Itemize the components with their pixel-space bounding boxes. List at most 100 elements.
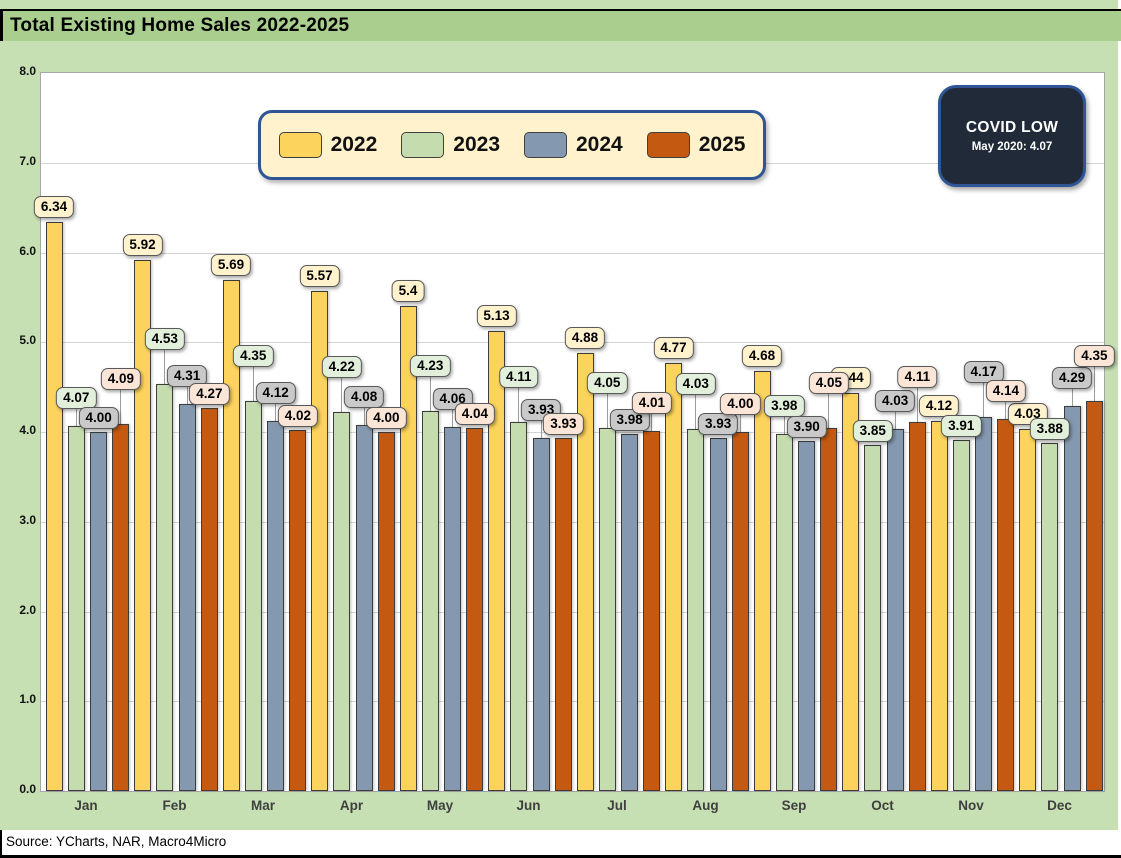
legend-label-2024: 2024 — [576, 133, 623, 156]
bar-2023-oct — [864, 445, 882, 791]
bar-2022-feb — [134, 259, 151, 791]
y-tick: 2.0 — [19, 602, 36, 617]
legend-swatch-2024 — [524, 132, 567, 158]
bar-2022-jan — [45, 222, 63, 791]
covid-low-title: COVID LOW — [965, 119, 1059, 136]
bar-2022-oct — [842, 392, 859, 791]
bar-2024-dec — [1063, 405, 1081, 791]
legend: 2022 2023 2024 2025 — [258, 110, 766, 180]
gridline — [41, 611, 1104, 613]
legend-swatch-2023 — [401, 132, 445, 158]
bar-2024-jul — [621, 433, 639, 791]
gridline — [41, 701, 1104, 703]
value-label-2023-apr: 4.22 — [321, 356, 362, 379]
bar-2023-feb — [156, 384, 174, 791]
label-leader — [739, 415, 741, 432]
legend-label-2025: 2025 — [698, 133, 746, 156]
value-label-2023-feb: 4.53 — [144, 328, 185, 351]
bar-2025-jul — [643, 431, 661, 791]
source-note-text: Source: YCharts, NAR, Macro4Micro — [6, 834, 227, 849]
bar-2023-aug — [687, 429, 705, 791]
value-label-2024-jan: 4.00 — [78, 407, 119, 429]
plot-area: 6.34 4.07 4.00 4.09 5.92 4.53 4.31 4.27 5.69 4.35… — [33, 72, 1115, 792]
bar-2024-feb — [178, 404, 196, 791]
value-label-2022-jul: 4.88 — [564, 327, 606, 350]
value-label-2022-apr: 5.57 — [299, 265, 340, 288]
bar-2022-nov — [930, 421, 948, 791]
label-leader — [916, 388, 918, 423]
label-leader — [341, 378, 343, 413]
gridline — [41, 252, 1104, 254]
bar-2025-may — [466, 428, 484, 791]
bar-2025-dec — [1085, 400, 1103, 791]
value-label-2023-aug: 4.03 — [675, 373, 716, 396]
bar-2023-sep — [775, 433, 793, 791]
x-tick-feb: Feb — [162, 798, 187, 813]
bar-2022-sep — [753, 370, 771, 791]
gridline — [41, 521, 1104, 523]
label-leader — [1093, 366, 1095, 401]
x-tick-apr: Apr — [339, 798, 364, 813]
bar-2024-jan — [90, 432, 108, 791]
bar-2023-jan — [67, 425, 85, 791]
value-label-2025-apr: 4.00 — [366, 407, 407, 429]
bar-2022-mar — [222, 280, 240, 791]
value-label-2025-dec: 4.35 — [1074, 344, 1115, 367]
y-tick: 8.0 — [19, 64, 36, 78]
value-label-2024-sep: 3.90 — [786, 415, 827, 438]
value-label-2023-may: 4.23 — [410, 355, 451, 378]
label-leader — [252, 366, 254, 401]
bar-2024-mar — [267, 421, 285, 791]
covid-low-subtitle: May 2020: 4.07 — [971, 141, 1053, 153]
value-label-2024-oct: 4.03 — [874, 390, 916, 413]
bar-2025-aug — [731, 432, 749, 791]
bar-2024-jun — [532, 438, 550, 791]
label-leader — [75, 408, 77, 426]
y-tick: 6.0 — [19, 243, 36, 258]
y-tick: 0.0 — [19, 782, 36, 796]
label-leader — [164, 350, 166, 385]
bar-2023-jun — [510, 422, 528, 791]
x-tick-jul: Jul — [607, 798, 627, 813]
value-label-2023-nov: 3.91 — [941, 415, 982, 438]
value-label-2022-jun: 5.13 — [476, 304, 517, 327]
label-leader — [1071, 388, 1073, 406]
legend-swatch-2025 — [646, 132, 690, 158]
bar-2024-may — [444, 426, 462, 791]
x-tick-may: May — [426, 798, 454, 813]
label-leader — [783, 416, 785, 434]
bar-2025-nov — [997, 419, 1015, 791]
bar-2024-oct — [886, 429, 904, 791]
value-label-2023-jul: 4.05 — [587, 371, 628, 394]
value-label-2022-sep: 4.68 — [741, 344, 783, 367]
value-label-2022-aug: 4.77 — [653, 336, 694, 359]
value-label-2022-nov: 4.12 — [918, 395, 960, 418]
bar-2023-mar — [244, 400, 262, 791]
legend-item-2023: 2023 — [401, 132, 500, 158]
label-leader — [186, 387, 188, 405]
y-tick: 7.0 — [19, 153, 36, 168]
bar-2023-jul — [598, 427, 616, 791]
label-leader — [1005, 402, 1007, 420]
value-label-2024-dec: 4.29 — [1051, 366, 1093, 389]
legend-label-2023: 2023 — [453, 133, 500, 156]
value-label-2022-feb: 5.92 — [122, 233, 163, 256]
value-label-2023-jun: 4.11 — [499, 366, 539, 389]
value-label-2025-sep: 4.05 — [808, 371, 850, 394]
label-leader — [540, 421, 542, 439]
bar-2022-may — [399, 306, 417, 791]
label-leader — [275, 404, 277, 422]
bar-2023-nov — [952, 440, 970, 791]
label-leader — [120, 389, 122, 424]
value-label-2024-apr: 4.08 — [343, 385, 385, 408]
x-tick-dec: Dec — [1047, 798, 1072, 813]
value-label-2023-jan: 4.07 — [56, 386, 97, 409]
label-leader — [695, 395, 697, 430]
value-label-2024-jul: 3.98 — [609, 408, 650, 431]
page-title: Total Existing Home Sales 2022-2025 — [10, 15, 350, 36]
y-tick: 1.0 — [19, 692, 36, 707]
label-leader — [606, 393, 608, 428]
value-label-2024-mar: 4.12 — [255, 382, 296, 405]
label-leader — [363, 407, 365, 425]
legend-swatch-2022 — [278, 132, 322, 158]
